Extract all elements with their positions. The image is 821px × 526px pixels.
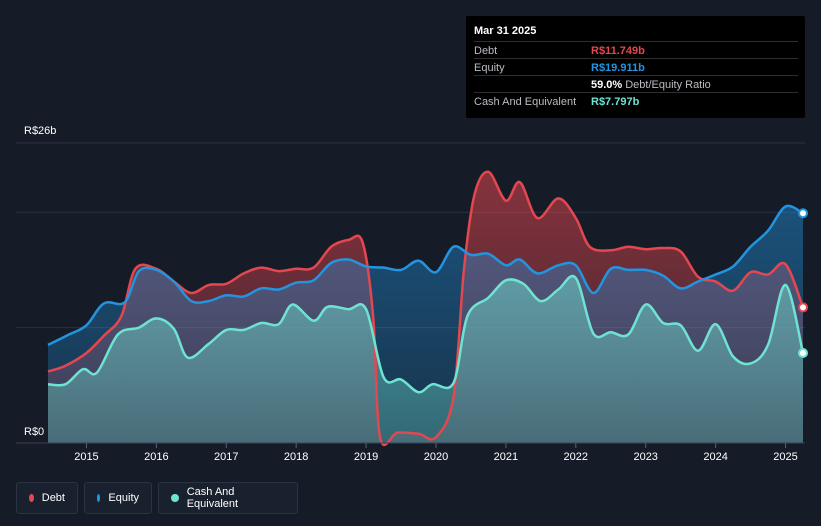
cash-area [48,276,803,443]
tooltip-ratio-label: Debt/Equity Ratio [625,79,711,91]
series-lines [47,170,805,447]
tooltip-ratio-row: 59.0% Debt/Equity Ratio [474,75,798,93]
x-tick-label-2021: 2021 [494,451,518,463]
tooltip-debt-row: Debt R$11.749b [474,41,798,59]
tooltip-date: Mar 31 2025 [474,25,537,37]
x-tick-label-2016: 2016 [144,451,168,463]
tooltip-equity-value: R$19.911b [591,62,645,74]
legend-cash-label: Cash And Equivalent [186,486,239,510]
legend-item-cash[interactable]: Cash And Equivalent [158,482,298,514]
x-axis: 2015 2016 2017 2018 2019 2020 2021 2022 2023 2024… [16,442,805,463]
legend-item-debt[interactable]: Debt [16,482,78,514]
x-tick-label-2017: 2017 [214,451,238,463]
x-tick-label-2023: 2023 [633,451,657,463]
tooltip-cash-row: Cash And Equivalent R$7.797b [474,92,798,110]
debt-line [47,170,805,447]
tooltip-ratio: 59.0% Debt/Equity Ratio [591,79,711,91]
tooltip-equity-row: Equity R$19.911b [474,58,798,76]
debt-end-marker [798,302,808,313]
x-tick-label-2020: 2020 [424,451,448,463]
cash-line [47,274,805,394]
equity-line [47,204,804,347]
tooltip-debt-value: R$11.749b [591,45,645,57]
cash-legend-dot-icon [171,494,179,502]
x-tick-label-2025: 2025 [773,451,797,463]
legend-item-equity[interactable]: Equity [84,482,152,514]
series-areas [48,171,803,445]
y-axis-top-label: R$26b [24,125,56,137]
debt-legend-dot-icon [29,494,34,502]
legend-equity-label: Equity [108,492,139,504]
data-tooltip: Mar 31 2025 Debt R$11.749b Equity R$19.9… [466,16,805,118]
x-tick-label-2018: 2018 [284,451,308,463]
cash-end-marker [798,348,808,358]
tooltip-equity-label: Equity [474,62,505,74]
tooltip-cash-value: R$7.797b [591,96,640,108]
tooltip-debt-label: Debt [474,45,498,57]
y-axis-bottom-label: R$0 [24,426,44,438]
x-tick-label-2019: 2019 [354,451,378,463]
end-markers [798,208,808,358]
equity-end-marker [798,208,808,219]
legend-debt-label: Debt [41,492,65,504]
tooltip-ratio-value: 59.0% [591,79,623,91]
x-tick-label-2022: 2022 [564,451,588,463]
tooltip-cash-label: Cash And Equivalent [474,96,577,108]
x-tick-label-2015: 2015 [74,451,98,463]
x-tick-label-2024: 2024 [703,451,727,463]
equity-legend-dot-icon [97,494,101,502]
